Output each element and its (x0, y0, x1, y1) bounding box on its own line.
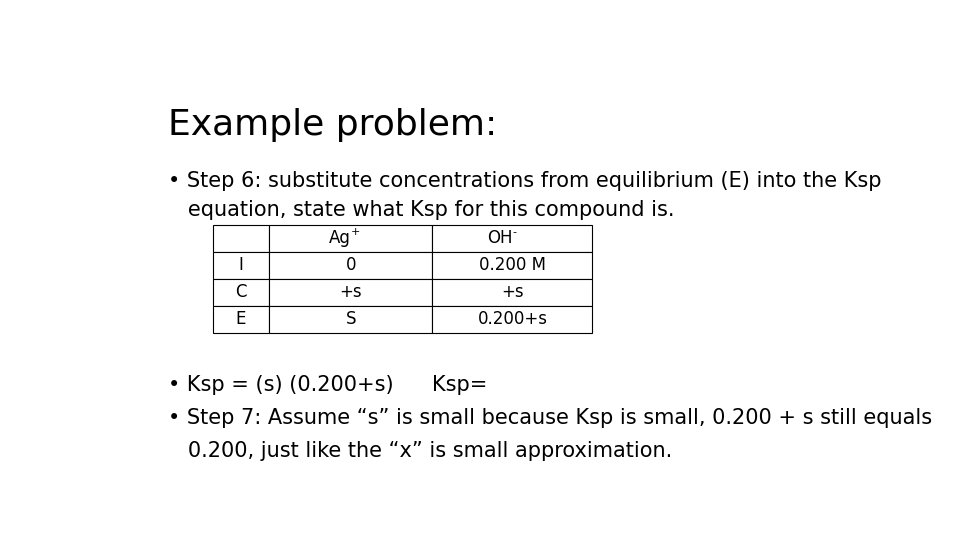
Text: • Step 7: Assume “s” is small because Ksp is small, 0.200 + s still equals: • Step 7: Assume “s” is small because Ks… (168, 408, 932, 428)
Text: • Step 6: substitute concentrations from equilibrium (E) into the Ksp: • Step 6: substitute concentrations from… (168, 171, 882, 191)
Text: +s: +s (501, 284, 524, 301)
Bar (213, 306, 269, 333)
Text: +: + (350, 227, 360, 237)
Bar (432, 279, 592, 306)
Text: 0.200, just like the “x” is small approximation.: 0.200, just like the “x” is small approx… (168, 441, 673, 461)
Bar (213, 252, 269, 279)
Text: C: C (235, 284, 247, 301)
Text: Example problem:: Example problem: (168, 109, 497, 143)
Bar (213, 225, 269, 252)
Text: 0.200 M: 0.200 M (479, 256, 546, 274)
Text: -: - (513, 227, 516, 237)
Bar (269, 225, 432, 252)
Text: +s: +s (339, 284, 362, 301)
Bar (213, 279, 269, 306)
Text: 0.200+s: 0.200+s (477, 310, 547, 328)
Text: OH: OH (487, 230, 513, 247)
Text: • Ksp = (s) (0.200+s): • Ksp = (s) (0.200+s) (168, 375, 394, 395)
Bar (269, 306, 432, 333)
Text: Ag: Ag (328, 230, 350, 247)
Text: equation, state what Ksp for this compound is.: equation, state what Ksp for this compou… (168, 200, 675, 220)
Bar (269, 252, 432, 279)
Bar (432, 306, 592, 333)
Bar (432, 225, 592, 252)
Text: I: I (238, 256, 243, 274)
Text: E: E (236, 310, 246, 328)
Text: S: S (346, 310, 356, 328)
Text: 0: 0 (346, 256, 356, 274)
Bar (432, 252, 592, 279)
Text: Ksp=: Ksp= (432, 375, 488, 395)
Bar (269, 279, 432, 306)
